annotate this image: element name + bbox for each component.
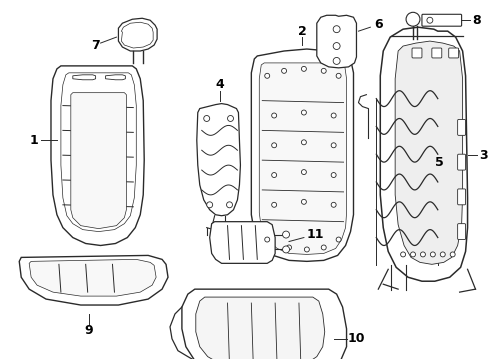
Circle shape	[331, 172, 336, 177]
Polygon shape	[210, 222, 275, 264]
Circle shape	[287, 245, 292, 250]
Polygon shape	[71, 93, 126, 229]
Text: 4: 4	[215, 78, 224, 91]
Circle shape	[226, 202, 232, 208]
FancyBboxPatch shape	[422, 14, 462, 26]
FancyBboxPatch shape	[449, 48, 459, 58]
Circle shape	[283, 246, 290, 253]
Circle shape	[265, 73, 270, 78]
Polygon shape	[73, 75, 96, 80]
Circle shape	[271, 172, 277, 177]
Circle shape	[411, 252, 416, 257]
Circle shape	[331, 202, 336, 207]
Polygon shape	[105, 75, 125, 80]
Polygon shape	[122, 22, 153, 48]
Circle shape	[301, 199, 306, 204]
Text: 6: 6	[374, 18, 383, 31]
Circle shape	[450, 252, 455, 257]
Circle shape	[333, 42, 340, 50]
Circle shape	[331, 113, 336, 118]
FancyBboxPatch shape	[458, 120, 466, 135]
Circle shape	[301, 170, 306, 175]
Circle shape	[406, 12, 420, 26]
Circle shape	[427, 17, 433, 23]
FancyBboxPatch shape	[432, 48, 442, 58]
Polygon shape	[51, 66, 144, 246]
Circle shape	[282, 68, 287, 73]
Polygon shape	[29, 260, 156, 296]
Circle shape	[207, 202, 213, 208]
Circle shape	[271, 113, 277, 118]
FancyBboxPatch shape	[412, 48, 422, 58]
Circle shape	[271, 143, 277, 148]
Text: 2: 2	[297, 24, 306, 38]
Polygon shape	[19, 255, 168, 305]
Text: 10: 10	[348, 332, 365, 345]
Circle shape	[430, 252, 435, 257]
Text: 9: 9	[84, 324, 93, 337]
Polygon shape	[395, 41, 463, 264]
Circle shape	[336, 237, 341, 242]
Circle shape	[321, 68, 326, 73]
Text: 11: 11	[306, 228, 323, 241]
Circle shape	[265, 237, 270, 242]
Circle shape	[301, 140, 306, 145]
Polygon shape	[119, 18, 157, 51]
Circle shape	[204, 116, 210, 121]
Text: 3: 3	[479, 149, 488, 162]
Polygon shape	[196, 297, 325, 360]
FancyBboxPatch shape	[458, 224, 466, 239]
Circle shape	[441, 252, 445, 257]
Circle shape	[401, 252, 406, 257]
Circle shape	[271, 202, 277, 207]
Circle shape	[333, 58, 340, 64]
Text: 8: 8	[472, 14, 481, 27]
FancyBboxPatch shape	[458, 189, 466, 205]
Text: 1: 1	[30, 134, 39, 147]
Circle shape	[283, 231, 290, 238]
Polygon shape	[61, 73, 136, 231]
FancyBboxPatch shape	[458, 154, 466, 170]
Polygon shape	[251, 49, 353, 261]
Polygon shape	[259, 63, 346, 255]
Circle shape	[331, 143, 336, 148]
Circle shape	[227, 116, 233, 121]
Circle shape	[304, 247, 309, 252]
Text: 5: 5	[436, 156, 444, 168]
Circle shape	[333, 26, 340, 33]
Circle shape	[336, 73, 341, 78]
Polygon shape	[317, 15, 356, 68]
Circle shape	[301, 110, 306, 115]
Circle shape	[301, 66, 306, 71]
Polygon shape	[182, 289, 346, 360]
Circle shape	[420, 252, 425, 257]
Polygon shape	[380, 27, 467, 281]
Circle shape	[321, 245, 326, 250]
Polygon shape	[197, 104, 241, 216]
Text: 7: 7	[91, 39, 100, 51]
